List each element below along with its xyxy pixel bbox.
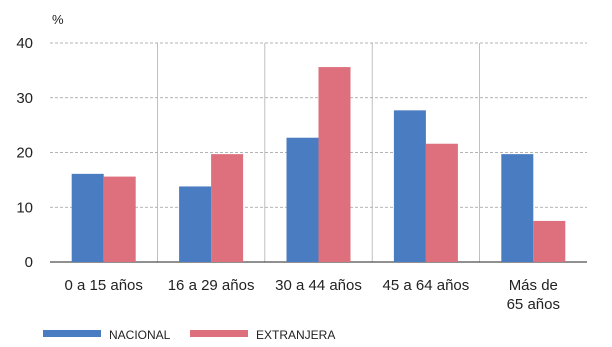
y-tick-label: 0 <box>25 254 33 271</box>
bar-extranjera <box>533 220 566 262</box>
y-axis: 0 10 20 30 40 <box>16 35 33 271</box>
bar-nacional <box>393 110 426 262</box>
bar-nacional <box>286 137 319 262</box>
y-tick-label: 20 <box>16 145 33 162</box>
y-tick-label: 30 <box>16 90 33 107</box>
bar-nacional <box>71 173 104 262</box>
legend-swatch-nacional <box>43 330 101 337</box>
bar-nacional <box>179 186 212 262</box>
legend: NACIONAL EXTRANJERA <box>43 328 335 342</box>
x-tick-label: 30 a 44 años <box>275 277 362 294</box>
bar-extranjera <box>103 176 136 262</box>
bar-extranjera <box>318 67 351 262</box>
gridlines <box>50 42 587 263</box>
x-tick-label: 0 a 15 años <box>64 277 142 294</box>
bar-extranjera <box>211 154 244 262</box>
y-tick-label: 40 <box>16 35 33 52</box>
legend-label: NACIONAL <box>109 328 171 342</box>
legend-label: EXTRANJERA <box>256 328 335 342</box>
x-tick-label: 65 años <box>507 296 560 313</box>
bar-nacional <box>501 154 534 262</box>
legend-swatch-extranjera <box>190 330 248 337</box>
x-tick-label: Más de <box>509 277 558 294</box>
y-tick-label: 10 <box>16 199 33 216</box>
x-tick-label: 16 a 29 años <box>168 277 255 294</box>
y-unit-label: % <box>52 12 64 27</box>
x-tick-label: 45 a 64 años <box>383 277 470 294</box>
bar-extranjera <box>425 143 458 262</box>
bars <box>71 67 566 262</box>
x-axis: 0 a 15 años 16 a 29 años 30 a 44 años 45 a … <box>64 277 559 313</box>
